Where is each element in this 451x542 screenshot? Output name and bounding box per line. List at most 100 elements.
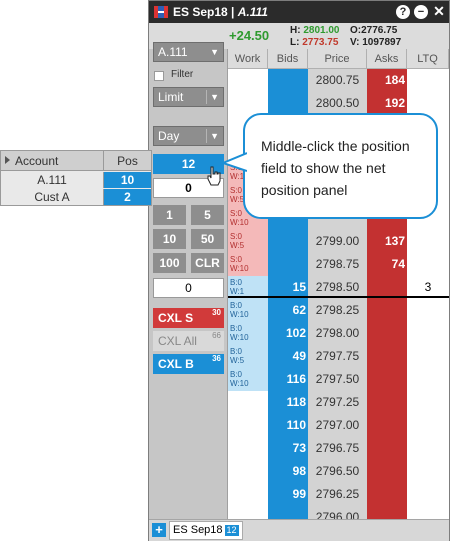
position-field[interactable]: 12 bbox=[153, 154, 224, 174]
ltq-cell[interactable] bbox=[407, 253, 449, 276]
ladder-row[interactable]: 110 2797.00 bbox=[228, 414, 449, 437]
ask-cell[interactable] bbox=[367, 483, 405, 506]
work-cell[interactable]: S:0 W:10 bbox=[228, 253, 268, 276]
price-cell[interactable]: 2797.75 bbox=[315, 349, 360, 363]
ask-cell[interactable] bbox=[367, 437, 405, 460]
price-cell[interactable]: 2797.25 bbox=[315, 395, 360, 409]
cancel-sells-button[interactable]: CXL S 30 bbox=[153, 308, 224, 328]
price-cell[interactable]: 2798.75 bbox=[315, 257, 360, 271]
order-type-dropdown[interactable]: Limit ▼ bbox=[153, 87, 224, 107]
work-cell[interactable] bbox=[228, 460, 268, 483]
ask-cell[interactable] bbox=[367, 506, 405, 519]
bid-cell[interactable]: 116 bbox=[286, 372, 306, 386]
work-cell[interactable]: B:0 W:5 bbox=[228, 345, 268, 368]
work-cell[interactable] bbox=[228, 506, 268, 519]
work-cell[interactable]: S:0 W:5 bbox=[228, 230, 268, 253]
clear-qty-button[interactable]: CLR bbox=[191, 253, 224, 273]
ladder-row[interactable]: S:0 W:10 2798.75 74 bbox=[228, 253, 449, 276]
ladder-row[interactable]: B:0 W:5 49 2797.75 bbox=[228, 345, 449, 368]
quantity-field[interactable]: 0 bbox=[153, 178, 224, 198]
ladder-row[interactable]: 2796.00 bbox=[228, 506, 449, 519]
ltq-cell[interactable] bbox=[407, 322, 449, 345]
ask-cell[interactable] bbox=[367, 345, 405, 368]
bid-cell[interactable]: 118 bbox=[286, 395, 306, 409]
price-cell[interactable]: 2797.50 bbox=[315, 372, 360, 386]
ltq-cell[interactable] bbox=[407, 460, 449, 483]
ltq-cell[interactable] bbox=[407, 368, 449, 391]
work-cell[interactable] bbox=[228, 483, 268, 506]
minimize-icon[interactable]: − bbox=[414, 5, 428, 19]
qty-button-100[interactable]: 100 bbox=[153, 253, 186, 273]
work-cell[interactable]: B:0 W:1 bbox=[228, 276, 268, 299]
bid-cell[interactable] bbox=[268, 253, 306, 276]
ladder-row[interactable]: S:0 W:5 2799.00 137 bbox=[228, 230, 449, 253]
cancel-all-button[interactable]: CXL All 66 bbox=[153, 331, 224, 351]
ask-cell[interactable] bbox=[367, 460, 405, 483]
ladder-row[interactable]: 98 2796.50 bbox=[228, 460, 449, 483]
ltq-cell[interactable] bbox=[407, 69, 449, 92]
work-cell[interactable] bbox=[228, 437, 268, 460]
bid-cell[interactable]: 102 bbox=[285, 326, 306, 340]
tif-dropdown[interactable]: Day ▼ bbox=[153, 126, 224, 146]
qty-button-10[interactable]: 10 bbox=[153, 229, 186, 249]
price-cell[interactable]: 2798.00 bbox=[315, 326, 360, 340]
bid-cell[interactable] bbox=[268, 69, 306, 92]
ltq-cell[interactable] bbox=[407, 345, 449, 368]
account-dropdown[interactable]: A.111 ▼ bbox=[153, 42, 224, 62]
qty-button-1[interactable]: 1 bbox=[153, 205, 186, 225]
ask-cell[interactable] bbox=[367, 414, 405, 437]
bid-cell[interactable]: 73 bbox=[292, 441, 306, 455]
price-cell[interactable]: 2800.50 bbox=[315, 96, 360, 110]
work-cell[interactable] bbox=[228, 391, 268, 414]
add-tab-button[interactable]: + bbox=[152, 523, 166, 537]
ltq-cell[interactable] bbox=[407, 92, 449, 115]
qty-button-50[interactable]: 50 bbox=[191, 229, 224, 249]
ask-cell[interactable]: 137 bbox=[384, 234, 405, 248]
ltq-cell[interactable]: 3 bbox=[424, 280, 432, 294]
ladder-row[interactable]: 2800.50 192 bbox=[228, 92, 449, 115]
ask-cell[interactable] bbox=[367, 322, 405, 345]
ask-cell[interactable] bbox=[367, 368, 405, 391]
ltq-cell[interactable] bbox=[407, 230, 449, 253]
price-cell[interactable]: 2800.75 bbox=[315, 73, 360, 87]
work-cell[interactable] bbox=[228, 92, 268, 115]
ladder-row[interactable]: 99 2796.25 bbox=[228, 483, 449, 506]
ladder-row[interactable]: 2800.75 184 bbox=[228, 69, 449, 92]
ltq-cell[interactable] bbox=[407, 299, 449, 322]
ltq-cell[interactable] bbox=[407, 414, 449, 437]
bid-cell[interactable]: 99 bbox=[292, 487, 306, 501]
bid-cell[interactable]: 62 bbox=[292, 303, 306, 317]
price-cell[interactable]: 2796.75 bbox=[315, 441, 360, 455]
ltq-cell[interactable] bbox=[407, 437, 449, 460]
bid-cell[interactable] bbox=[268, 92, 306, 115]
bid-cell[interactable] bbox=[268, 506, 306, 519]
filter-checkbox[interactable] bbox=[154, 71, 164, 81]
qty-button-5[interactable]: 5 bbox=[191, 205, 224, 225]
ask-cell[interactable]: 192 bbox=[384, 96, 405, 110]
work-cell[interactable] bbox=[228, 69, 268, 92]
bid-cell[interactable]: 98 bbox=[292, 464, 306, 478]
bid-cell[interactable]: 15 bbox=[292, 280, 306, 294]
bid-cell[interactable]: 110 bbox=[286, 418, 306, 432]
ask-cell[interactable] bbox=[367, 299, 405, 322]
price-cell[interactable]: 2796.25 bbox=[315, 487, 360, 501]
tab-es-sep18[interactable]: ES Sep18 12 bbox=[169, 521, 243, 540]
work-cell[interactable]: B:0 W:10 bbox=[228, 368, 268, 391]
close-icon[interactable]: ✕ bbox=[433, 3, 445, 19]
price-cell[interactable]: 2797.00 bbox=[315, 418, 360, 432]
title-bar[interactable]: ES Sep18 | A.111 ? − ✕ bbox=[149, 1, 449, 23]
price-cell[interactable]: 2796.50 bbox=[315, 464, 360, 478]
work-cell[interactable] bbox=[228, 414, 268, 437]
ask-cell[interactable] bbox=[367, 391, 405, 414]
ltq-cell[interactable] bbox=[407, 506, 449, 519]
ladder-row[interactable]: 118 2797.25 bbox=[228, 391, 449, 414]
ltq-cell[interactable] bbox=[407, 391, 449, 414]
expand-arrow-icon[interactable] bbox=[5, 156, 10, 164]
work-cell[interactable]: B:0 W:10 bbox=[228, 322, 268, 345]
ladder-row[interactable]: 73 2796.75 bbox=[228, 437, 449, 460]
ladder-row[interactable]: B:0 W:10 116 2797.50 bbox=[228, 368, 449, 391]
work-cell[interactable]: B:0 W:10 bbox=[228, 299, 268, 322]
ladder-row[interactable]: B:0 W:1 15 2798.50 3 bbox=[228, 276, 449, 299]
ladder-row[interactable]: B:0 W:10 62 2798.25 bbox=[228, 299, 449, 322]
bid-cell[interactable]: 49 bbox=[292, 349, 306, 363]
